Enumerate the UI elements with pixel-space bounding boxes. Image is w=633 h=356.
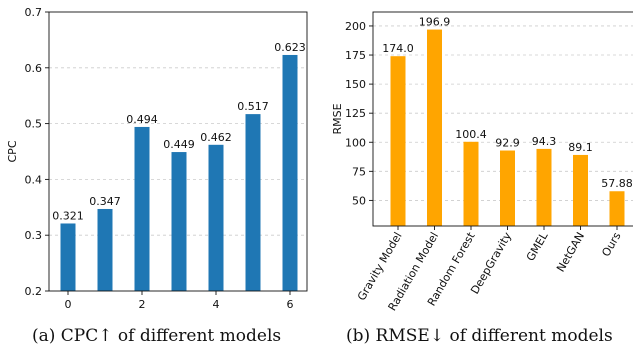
bar	[171, 152, 187, 291]
x-tick-label: NetGAN	[554, 230, 587, 274]
bar	[208, 144, 224, 291]
y-axis-label: CPC	[6, 140, 19, 162]
data-label: 0.347	[89, 195, 121, 208]
data-label: 0.462	[200, 131, 232, 144]
data-label: 57.88	[601, 177, 633, 190]
y-tick-label: 100	[345, 136, 366, 149]
y-tick-label: 125	[345, 107, 366, 120]
bar	[97, 208, 113, 291]
x-tick-label: GMEL	[524, 229, 551, 263]
axes-frame	[48, 11, 308, 292]
y-tick-label: 175	[345, 49, 366, 62]
chart-cpc: 0.3210.3470.4940.4490.4620.5170.6230.20.…	[6, 6, 308, 311]
y-tick-label: 50	[352, 194, 366, 207]
y-tick-label: 200	[345, 20, 366, 33]
data-label: 196.9	[419, 16, 451, 29]
caption-a: (a) CPC↑ of different models	[32, 326, 282, 346]
y-tick-label: 75	[352, 165, 366, 178]
x-tick-label: Ours	[599, 230, 623, 259]
y-tick-label: 0.6	[25, 62, 43, 75]
data-label: 0.623	[274, 41, 306, 54]
bar	[609, 191, 625, 226]
y-tick-label: 0.7	[25, 6, 43, 19]
x-tick-label: 2	[139, 298, 146, 311]
figure: 0.3210.3470.4940.4490.4620.5170.6230.20.…	[6, 6, 633, 313]
x-tick-label: 4	[213, 298, 220, 311]
y-axis-label: RMSE	[331, 103, 344, 134]
data-label: 0.321	[52, 209, 84, 222]
bar	[463, 141, 479, 226]
data-label: 0.449	[163, 138, 195, 151]
bar	[500, 150, 515, 226]
data-label: 89.1	[568, 141, 593, 154]
y-tick-label: 0.5	[25, 118, 43, 131]
bar	[390, 56, 406, 227]
data-label: 92.9	[495, 137, 520, 150]
bar	[536, 148, 552, 226]
bar	[245, 114, 261, 291]
bar	[282, 54, 298, 291]
x-tick-label: 0	[65, 298, 72, 311]
data-label: 100.4	[455, 128, 487, 141]
caption-b: (b) RMSE↓ of different models	[346, 326, 613, 346]
data-label: 94.3	[532, 135, 557, 148]
y-tick-label: 0.2	[25, 285, 43, 298]
data-label: 0.494	[126, 113, 158, 126]
data-label: 174.0	[382, 42, 414, 55]
x-tick-label: 6	[287, 298, 294, 311]
data-label: 0.517	[237, 100, 269, 113]
chart-rmse: 174.0 196.9 100.4 92.9 94.3 89.1 57.88 50 75 100 1…	[331, 11, 633, 313]
y-tick-label: 0.3	[25, 229, 43, 242]
bar	[134, 126, 150, 291]
bar	[60, 223, 76, 291]
y-tick-label: 0.4	[25, 173, 43, 186]
axes-frame	[372, 11, 633, 227]
bar	[573, 154, 588, 226]
bar	[427, 29, 442, 227]
y-tick-label: 150	[345, 78, 366, 91]
